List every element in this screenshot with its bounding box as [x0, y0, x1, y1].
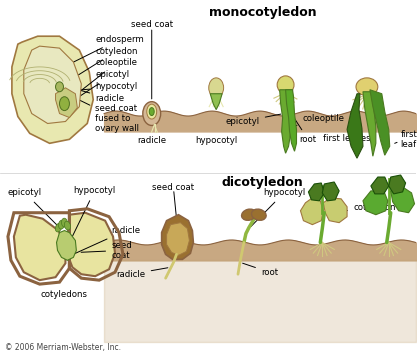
Polygon shape	[371, 177, 389, 194]
Text: cotyledon: cotyledon	[54, 47, 138, 90]
Text: monocotyledon: monocotyledon	[209, 6, 317, 19]
Ellipse shape	[209, 78, 223, 98]
Text: seed coat: seed coat	[152, 183, 194, 192]
Polygon shape	[12, 36, 93, 143]
Text: coleoptile: coleoptile	[295, 114, 344, 126]
Ellipse shape	[55, 223, 62, 232]
Text: radicle: radicle	[137, 136, 166, 145]
Text: seed coat
fused to
ovary wall: seed coat fused to ovary wall	[24, 73, 139, 134]
Text: hypocotyl: hypocotyl	[71, 186, 116, 240]
Polygon shape	[363, 92, 376, 156]
Ellipse shape	[143, 102, 160, 126]
Ellipse shape	[356, 78, 378, 96]
Ellipse shape	[58, 220, 65, 229]
Polygon shape	[323, 198, 347, 223]
Ellipse shape	[64, 221, 71, 230]
Ellipse shape	[277, 76, 294, 94]
Ellipse shape	[241, 209, 256, 220]
Ellipse shape	[61, 218, 68, 227]
Polygon shape	[55, 88, 77, 118]
Text: first leaves: first leaves	[323, 134, 371, 143]
Polygon shape	[14, 215, 66, 280]
Text: hypocotyl: hypocotyl	[195, 136, 237, 145]
Polygon shape	[167, 223, 189, 255]
Text: seed coat: seed coat	[131, 20, 173, 29]
Polygon shape	[24, 46, 81, 123]
Text: radicle: radicle	[60, 84, 124, 103]
Polygon shape	[389, 175, 406, 194]
Text: epicotyl: epicotyl	[68, 70, 129, 104]
Text: seed
coat: seed coat	[81, 241, 132, 260]
Polygon shape	[57, 231, 76, 260]
Text: hypocotyl: hypocotyl	[251, 188, 305, 227]
Text: cotyledon: cotyledon	[345, 203, 396, 212]
Polygon shape	[162, 215, 193, 259]
Polygon shape	[322, 182, 339, 201]
Ellipse shape	[149, 108, 154, 116]
Text: endosperm: endosperm	[42, 35, 144, 78]
Text: dicotyledon: dicotyledon	[222, 176, 304, 189]
Ellipse shape	[55, 82, 63, 92]
Text: first
leaf: first leaf	[401, 130, 417, 149]
Polygon shape	[286, 90, 297, 151]
Polygon shape	[363, 191, 388, 215]
Polygon shape	[308, 183, 324, 201]
Text: epicotyl: epicotyl	[226, 114, 281, 126]
Text: root: root	[281, 98, 317, 144]
Polygon shape	[391, 187, 415, 213]
Ellipse shape	[60, 97, 69, 110]
Polygon shape	[210, 94, 222, 110]
Polygon shape	[370, 90, 390, 155]
Polygon shape	[68, 213, 115, 276]
Text: epicotyl: epicotyl	[8, 188, 58, 226]
Text: © 2006 Merriam-Webster, Inc.: © 2006 Merriam-Webster, Inc.	[5, 343, 121, 352]
Polygon shape	[347, 94, 363, 158]
Ellipse shape	[252, 209, 266, 220]
Polygon shape	[280, 90, 293, 153]
Text: radicle: radicle	[117, 268, 168, 279]
Text: coleoptile: coleoptile	[67, 58, 137, 102]
Text: cotyledons: cotyledons	[41, 290, 88, 299]
Ellipse shape	[147, 104, 157, 119]
Polygon shape	[300, 198, 323, 225]
Text: root: root	[243, 263, 278, 277]
Text: radicle: radicle	[69, 226, 140, 256]
Text: hypocotyl: hypocotyl	[62, 82, 137, 91]
